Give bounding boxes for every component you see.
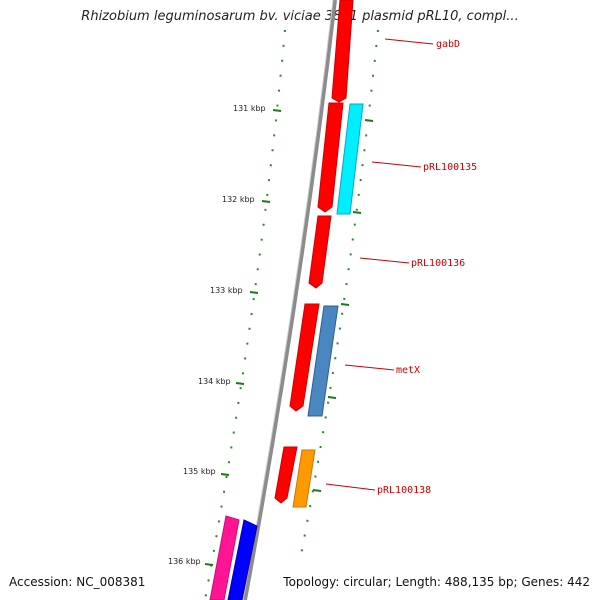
map-title: Rhizobium leguminosarum bv. viciae 3841 …	[81, 9, 519, 24]
tick-label-136: 136 kbp	[168, 557, 201, 566]
tick-label-135: 135 kbp	[183, 467, 216, 476]
gene-label-pRL100135: pRL100135	[423, 162, 477, 173]
gene-gabD[interactable]	[331, 0, 354, 103]
accession-text: Accession: NC_008381	[9, 575, 146, 589]
gene-orange[interactable]	[292, 449, 316, 508]
gene-pRL100135-red[interactable]	[317, 102, 344, 213]
tick-label-134: 134 kbp	[198, 377, 231, 386]
gene-blue[interactable]	[227, 519, 258, 600]
gene-pRL100136[interactable]	[308, 215, 332, 289]
gene-pRL100138-red[interactable]	[274, 446, 298, 504]
tick-label-131: 131 kbp	[233, 104, 266, 113]
tick-label-132: 132 kbp	[222, 195, 255, 204]
gene-label-gabD: gabD	[436, 39, 460, 50]
major-ticks	[204, 109, 374, 566]
gene-metX-red[interactable]	[289, 303, 320, 412]
backbone-highlight	[242, 0, 334, 600]
gene-pink[interactable]	[209, 515, 240, 600]
gene-steelblue[interactable]	[307, 305, 339, 417]
backbone-line	[243, 0, 337, 600]
topology-stats-text: Topology: circular; Length: 488,135 bp; …	[283, 575, 590, 589]
tick-label-133: 133 kbp	[210, 286, 243, 295]
gene-label-pRL100138: pRL100138	[377, 485, 431, 496]
gene-label-metX: metX	[396, 365, 420, 376]
outer-tick-track	[299, 29, 379, 561]
inner-tick-track	[204, 29, 286, 600]
gene-label-pRL100136: pRL100136	[411, 258, 465, 269]
gene-cyan[interactable]	[336, 103, 364, 215]
leader-lines	[325, 38, 434, 491]
